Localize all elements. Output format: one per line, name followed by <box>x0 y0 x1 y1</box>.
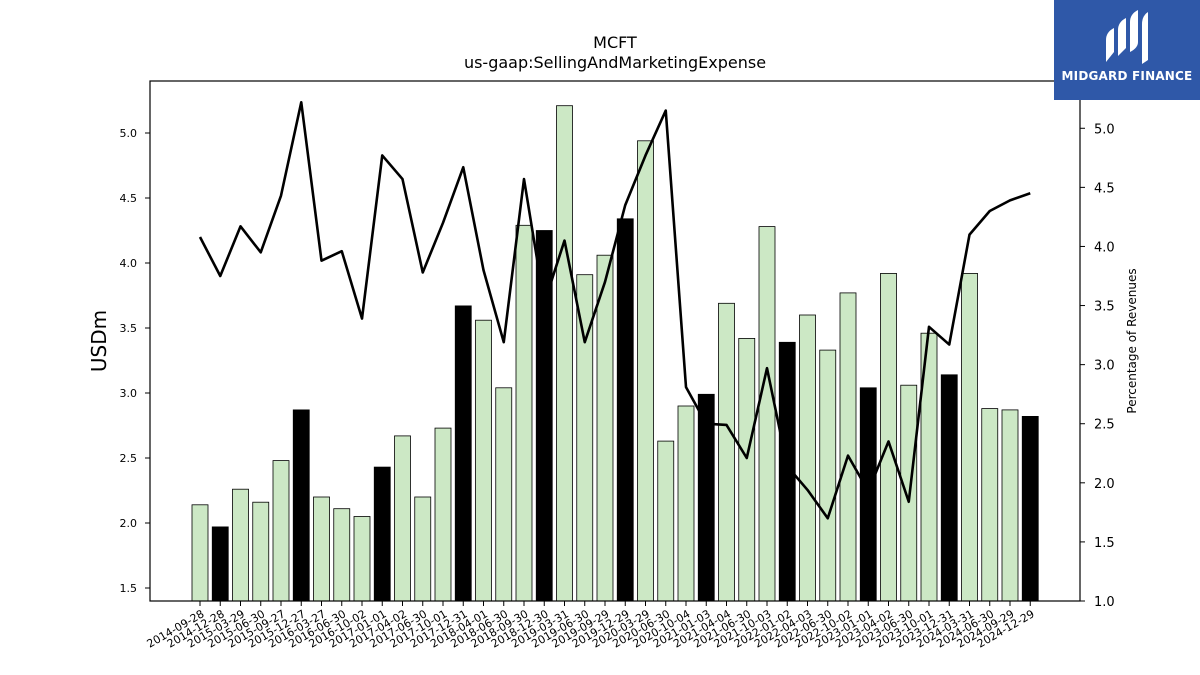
y-tick-label: 1.5 <box>120 582 138 595</box>
bar <box>940 374 958 602</box>
bar <box>859 387 877 602</box>
bar <box>434 427 452 602</box>
bar <box>596 254 614 602</box>
bar <box>880 272 897 602</box>
bar <box>495 387 513 602</box>
y2-tick-label: 3.5 <box>1094 300 1115 315</box>
y-axis-left: 1.5 2.0 2.5 3.0 3.5 4.0 4.5 5.0 <box>120 127 150 595</box>
y-axis-right: 1.0 1.5 2.0 2.5 3.0 3.5 4.0 4.5 5.0 <box>1080 122 1115 610</box>
bar <box>839 292 857 602</box>
y-axis-label: USDm <box>87 310 111 372</box>
bar <box>232 488 249 602</box>
y2-tick-label: 4.5 <box>1094 181 1115 196</box>
y2-tick-label: 3.0 <box>1094 359 1115 374</box>
bar <box>475 319 492 602</box>
bar <box>637 140 654 602</box>
bar <box>353 516 371 602</box>
bar <box>657 440 675 602</box>
bar <box>758 226 776 602</box>
bar <box>1001 409 1019 602</box>
y-tick-label: 4.5 <box>120 192 138 205</box>
bar <box>313 496 330 602</box>
bar <box>1021 415 1039 602</box>
y2-tick-label: 2.5 <box>1094 418 1115 433</box>
chart-title: MCFT <box>593 33 637 52</box>
bar-group <box>191 105 1039 602</box>
y-tick-label: 5.0 <box>120 127 138 140</box>
bar <box>394 435 411 602</box>
line-group <box>198 100 1031 520</box>
brand-name: MIDGARD FINANCE <box>1061 69 1193 83</box>
y2-axis-label: Percentage of Revenues <box>1125 268 1139 413</box>
series-line <box>198 100 1031 520</box>
bar <box>272 460 290 602</box>
bar <box>677 405 695 602</box>
bar <box>252 501 270 602</box>
bar <box>373 466 391 602</box>
bar <box>556 105 573 602</box>
y-tick-label: 3.5 <box>120 322 138 335</box>
midgard-m-logo-icon <box>1106 10 1148 64</box>
bar <box>454 305 472 602</box>
x-axis: 2014-09-282014-12-282015-03-292015-06-30… <box>145 601 1037 651</box>
chart-subtitle: us-gaap:SellingAndMarketingExpense <box>464 53 766 72</box>
bar <box>819 349 837 602</box>
bar <box>738 337 756 602</box>
y2-tick-label: 1.5 <box>1094 536 1115 551</box>
brand-logo: MIDGARD FINANCE <box>1054 0 1200 100</box>
y-tick-label: 2.5 <box>120 452 138 465</box>
bar <box>191 504 209 602</box>
y2-tick-label: 5.0 <box>1094 122 1115 137</box>
bar <box>515 224 533 602</box>
bar <box>333 508 351 602</box>
bar <box>961 272 978 602</box>
y2-tick-label: 2.0 <box>1094 477 1115 492</box>
bar <box>616 218 634 602</box>
y2-tick-label: 1.0 <box>1094 595 1115 610</box>
y2-tick-label: 4.0 <box>1094 240 1115 255</box>
plot-frame <box>149 80 1081 602</box>
y-tick-label: 2.0 <box>120 517 138 530</box>
bar <box>718 302 735 602</box>
bar <box>799 314 816 602</box>
bar <box>292 409 310 602</box>
y-tick-label: 4.0 <box>120 257 138 270</box>
bar <box>211 526 229 602</box>
y-tick-label: 3.0 <box>120 387 138 400</box>
bar <box>981 408 999 602</box>
bar <box>414 496 432 602</box>
